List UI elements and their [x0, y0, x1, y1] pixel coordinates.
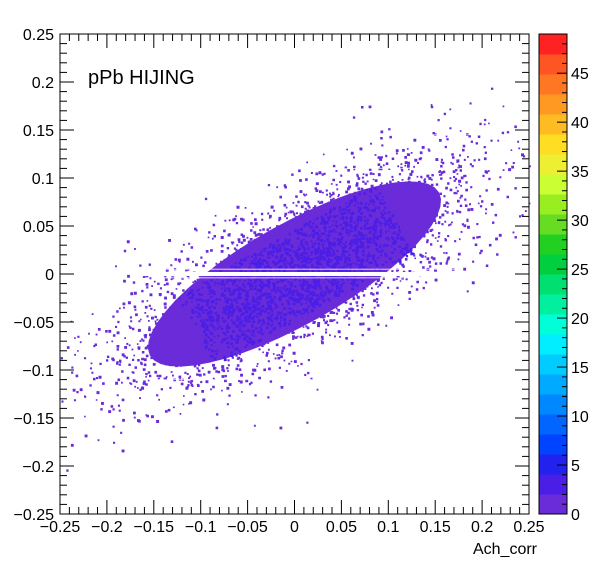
x-axis-ticks: −0.25 −0.2 −0.15 −0.1 −0.05 0 0.05 0.1 0.15 0.2 0.…: [40, 34, 545, 536]
colorbar-tick-label: 15: [571, 360, 589, 377]
colorbar-tick-label: 35: [571, 164, 589, 181]
colorbar-swatch: [539, 234, 567, 255]
colorbar-swatch: [539, 334, 567, 355]
y-tick-label: −0.2: [22, 459, 54, 476]
colorbar-swatch: [539, 34, 567, 55]
colorbar-swatch: [539, 454, 567, 475]
colorbar-swatch: [539, 94, 567, 115]
y-tick-label: 0: [45, 267, 54, 284]
colorbar-tick-label: 5: [571, 458, 580, 475]
plot-annotation: pPb HIJING: [88, 67, 195, 89]
x-tick-label: 0.15: [420, 519, 451, 536]
y-tick-label: −0.05: [14, 315, 55, 332]
y-tick-label: 0.15: [23, 123, 54, 140]
colorbar-swatch: [539, 434, 567, 455]
colorbar: 0 5 10 15 20 25 30 35 40 45: [538, 33, 589, 524]
colorbar-tick-label: 45: [571, 66, 589, 83]
colorbar-swatch: [539, 194, 567, 215]
x-tick-label: 0.25: [513, 519, 544, 536]
y-tick-label: 0.1: [32, 171, 54, 188]
gap-line-near-zero: [163, 277, 464, 279]
gap-line: [153, 379, 483, 381]
colorbar-swatch: [539, 374, 567, 395]
colorbar-swatch: [539, 354, 567, 375]
colorbar-swatch: [539, 254, 567, 275]
colorbar-tick-label: 30: [571, 213, 589, 230]
density-points-inner: [178, 187, 415, 362]
y-tick-label: −0.25: [14, 507, 55, 524]
gap-line-zero: [135, 272, 483, 276]
y-tick-label: 0.05: [23, 219, 54, 236]
colorbar-swatch: [539, 274, 567, 295]
colorbar-swatch: [539, 74, 567, 95]
colorbar-tick-label: 20: [571, 311, 589, 328]
y-tick-label: 0.25: [23, 27, 54, 44]
colorbar-swatch: [539, 394, 567, 415]
y-tick-label: −0.1: [22, 363, 54, 380]
y-tick-label: −0.15: [14, 411, 55, 428]
colorbar-tick-label: 0: [571, 507, 580, 524]
gap-line: [153, 134, 483, 136]
x-axis-label: Ach_corr: [473, 541, 538, 558]
x-tick-label: 0.2: [471, 519, 493, 536]
x-tick-label: −0.05: [227, 519, 268, 536]
colorbar-tick-label: 40: [571, 115, 589, 132]
colorbar-swatch: [539, 54, 567, 75]
colorbar-swatch: [539, 114, 567, 135]
colorbar-swatch: [539, 494, 567, 515]
x-tick-label: −0.1: [185, 519, 217, 536]
colorbar-swatch: [539, 134, 567, 155]
gap-line-near-zero: [163, 268, 464, 270]
gap-line: [153, 167, 483, 169]
plot-area: −0.25 −0.2 −0.15 −0.1 −0.05 0 0.05 0.1 0.15 0.2 0.…: [14, 27, 545, 536]
colorbar-swatch: [539, 214, 567, 235]
x-tick-label: 0: [290, 519, 299, 536]
x-tick-label: −0.25: [40, 519, 81, 536]
colorbar-swatch: [539, 294, 567, 315]
density-gaps: [135, 134, 483, 409]
colorbar-frame: [538, 33, 568, 515]
colorbar-swatch: [539, 474, 567, 495]
colorbar-tick-label: 10: [571, 409, 589, 426]
x-tick-label: 0.05: [326, 519, 357, 536]
gap-line: [153, 407, 483, 409]
y-axis-ticks: −0.25 −0.2 −0.15 −0.1 −0.05 0 0.05 0.1 0.15 0.2 0.…: [14, 27, 529, 524]
colorbar-swatch: [539, 174, 567, 195]
x-tick-label: 0.1: [377, 519, 399, 536]
colorbar-swatch: [539, 154, 567, 175]
colorbar-tick-label: 25: [571, 262, 589, 279]
x-tick-label: −0.15: [134, 519, 175, 536]
density-points-outer: [60, 87, 531, 472]
colorbar-swatch: [539, 414, 567, 435]
y-tick-label: 0.2: [32, 75, 54, 92]
colorbar-swatch: [539, 314, 567, 335]
x-tick-label: −0.2: [91, 519, 123, 536]
